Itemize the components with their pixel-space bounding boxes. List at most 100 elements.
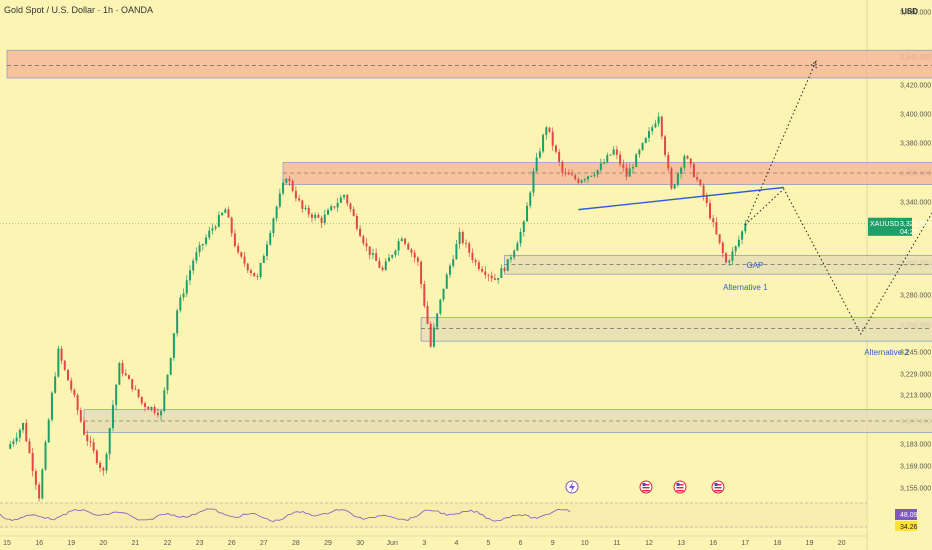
candle-body	[570, 174, 573, 176]
candle-body	[237, 245, 240, 253]
candle-body	[490, 275, 493, 279]
candle-body	[455, 244, 458, 260]
candle-body	[458, 231, 461, 245]
candle-body	[468, 243, 471, 253]
x-tick-label: 27	[260, 540, 268, 547]
y-tick-label: 3,280.000	[900, 293, 931, 300]
y-tick-label: 3,155.000	[900, 486, 931, 493]
candle-body	[519, 232, 522, 244]
candle-body	[343, 195, 346, 198]
candle-body	[179, 297, 182, 311]
flag-stripe	[676, 487, 684, 489]
x-tick-label: 4	[454, 540, 458, 547]
candle-body	[744, 223, 747, 232]
candle-body	[574, 175, 577, 180]
candle-body	[708, 203, 711, 219]
candle-body	[615, 149, 618, 155]
candle-body	[102, 467, 105, 471]
candle-body	[156, 412, 159, 416]
candle-body	[445, 274, 448, 289]
candle-body	[477, 262, 480, 269]
flag-stripe	[642, 490, 650, 492]
candle-body	[583, 179, 586, 181]
candle-body	[227, 209, 230, 218]
x-tick-label: Jun	[387, 540, 398, 547]
candle-body	[413, 252, 416, 258]
candle-body	[169, 357, 172, 375]
x-tick-label: 9	[551, 540, 555, 547]
flag-canton	[642, 483, 646, 486]
candle-body	[221, 212, 224, 216]
candle-body	[57, 348, 60, 377]
candle-body	[683, 156, 686, 168]
x-tick-label: 29	[324, 540, 332, 547]
candle-body	[137, 389, 140, 397]
candle-body	[474, 260, 477, 263]
candle-body	[381, 267, 384, 270]
candle-body	[150, 406, 153, 410]
candle-body	[500, 268, 503, 278]
candle-body	[153, 406, 156, 413]
candle-body	[529, 192, 532, 206]
candle-body	[664, 136, 667, 155]
x-tick-label: 22	[164, 540, 172, 547]
candle-body	[619, 154, 622, 165]
flag-canton	[714, 483, 718, 486]
candle-body	[628, 168, 631, 177]
candle-body	[503, 268, 506, 271]
candle-body	[111, 405, 114, 429]
candle-body	[484, 271, 487, 275]
candle-body	[307, 207, 310, 215]
candle-body	[192, 260, 195, 271]
candle-body	[535, 157, 538, 172]
candle-body	[147, 406, 150, 410]
candle-body	[590, 175, 593, 177]
candle-body	[18, 429, 21, 438]
candle-body	[660, 116, 663, 137]
candle-body	[70, 380, 73, 390]
x-tick-label: 26	[228, 540, 236, 547]
candle-body	[73, 389, 76, 396]
candle-body	[15, 437, 18, 442]
candle-body	[336, 202, 339, 208]
candle-body	[198, 245, 201, 253]
candle-body	[631, 167, 634, 169]
x-tick-label: 10	[581, 540, 589, 547]
candle-body	[240, 252, 243, 257]
candle-body	[368, 246, 371, 255]
candle-body	[641, 142, 644, 150]
candle-body	[127, 375, 130, 380]
candle-body	[115, 384, 118, 406]
candle-body	[323, 214, 326, 224]
candle-body	[580, 180, 583, 183]
candle-body	[182, 293, 185, 298]
candle-body	[349, 203, 352, 210]
candle-body	[262, 255, 265, 263]
candle-body	[330, 206, 333, 211]
candle-body	[256, 276, 259, 278]
lightning-glyph	[569, 482, 575, 492]
candle-body	[201, 243, 204, 246]
candle-body	[741, 231, 744, 240]
annotation-label: Alternative 2	[864, 348, 909, 357]
candle-body	[54, 376, 57, 393]
candle-body	[699, 179, 702, 186]
flag-stripe	[714, 490, 722, 492]
candle-body	[166, 374, 169, 391]
support-zone	[420, 317, 932, 342]
candles	[9, 112, 747, 502]
x-tick-label: 3	[422, 540, 426, 547]
candle-body	[105, 454, 108, 471]
candle-body	[278, 193, 281, 207]
candle-body	[400, 238, 403, 242]
candle-body	[702, 185, 705, 197]
candle-body	[497, 277, 500, 280]
flag-stripe	[676, 484, 684, 486]
candle-body	[172, 333, 175, 358]
x-tick-label: 11	[613, 540, 620, 547]
annotation-label: Alternative 1	[723, 283, 768, 292]
candle-body	[513, 250, 516, 258]
countdown-label: 04:20	[900, 229, 918, 236]
candle-body	[606, 155, 609, 163]
